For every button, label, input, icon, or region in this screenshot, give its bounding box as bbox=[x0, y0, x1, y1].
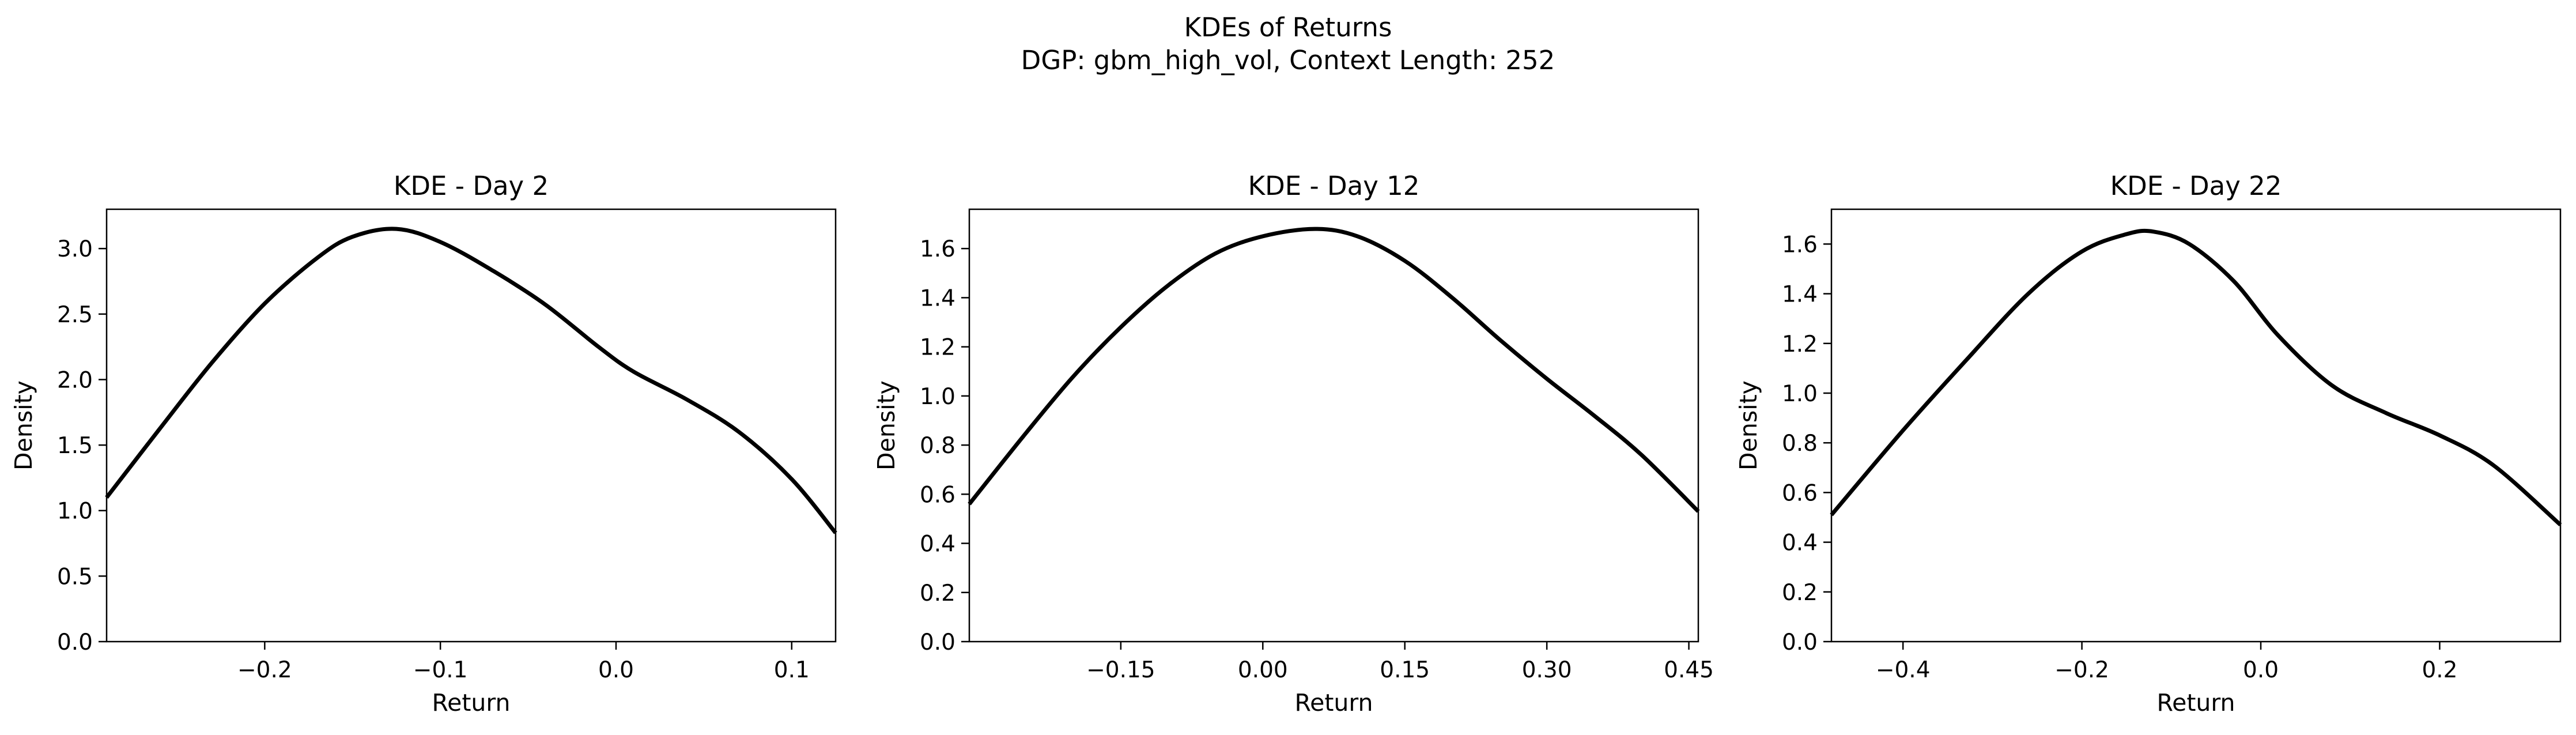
y-tick-label: 1.5 bbox=[57, 433, 93, 459]
x-tick-label: 0.0 bbox=[2243, 657, 2279, 683]
x-tick-label: −0.2 bbox=[237, 657, 292, 683]
kde-line bbox=[105, 227, 837, 534]
subplot-title: KDE - Day 2 bbox=[394, 171, 549, 201]
subplot-3: KDE - Day 22 −0.4 −0.2 0.0 0.2 0.0 0.2 0.4 0.6 0.… bbox=[1735, 171, 2562, 717]
y-tick-label: 1.0 bbox=[1782, 381, 1818, 407]
y-tick-label: 1.6 bbox=[1782, 232, 1818, 258]
x-tick-label: −0.4 bbox=[1876, 657, 1931, 683]
x-tick-label: 0.2 bbox=[2422, 657, 2457, 683]
y-tick-label: 0.6 bbox=[920, 482, 955, 508]
kde-line bbox=[1830, 228, 2562, 527]
y-axis-label: Density bbox=[1735, 380, 1762, 470]
x-tick-label: 0.45 bbox=[1664, 657, 1714, 683]
subplot-title: KDE - Day 12 bbox=[1248, 171, 1420, 201]
y-tick-label: 1.0 bbox=[920, 384, 955, 410]
y-tick-label: 1.6 bbox=[920, 236, 955, 262]
y-tick-label: 2.5 bbox=[57, 302, 93, 328]
y-tick-label: 0.5 bbox=[57, 564, 93, 590]
x-axis-label: Return bbox=[432, 689, 510, 717]
y-tick-label: 0.0 bbox=[920, 630, 955, 655]
y-tick-label: 1.2 bbox=[920, 335, 955, 361]
y-tick-label: 0.2 bbox=[1782, 580, 1818, 606]
y-tick-label: 0.8 bbox=[920, 433, 955, 459]
y-tick-label: 3.0 bbox=[57, 236, 93, 262]
figure-subtitle: DGP: gbm_high_vol, Context Length: 252 bbox=[1021, 45, 1555, 76]
y-tick-label: 1.4 bbox=[1782, 282, 1818, 308]
y-axis-label: Density bbox=[872, 380, 900, 470]
x-tick-label: −0.1 bbox=[413, 657, 468, 683]
figure-title: KDEs of Returns bbox=[1184, 12, 1392, 43]
y-tick-label: 0.6 bbox=[1782, 480, 1818, 506]
x-tick-label: −0.2 bbox=[2054, 657, 2109, 683]
y-tick-label: 1.2 bbox=[1782, 331, 1818, 357]
x-tick-label: 0.1 bbox=[774, 657, 810, 683]
y-tick-label: 0.4 bbox=[1782, 530, 1818, 556]
subplot-1: KDE - Day 2 −0.2 −0.1 0.0 0.1 0.0 0.5 1.0 1.5 2.0… bbox=[10, 171, 837, 717]
axes-frame bbox=[105, 208, 837, 643]
y-tick-label: 0.0 bbox=[1782, 630, 1818, 655]
x-tick-label: 0.0 bbox=[598, 657, 634, 683]
y-tick-label: 0.8 bbox=[1782, 431, 1818, 457]
y-tick-label: 0.4 bbox=[920, 532, 955, 557]
y-tick-label: 0.2 bbox=[920, 581, 955, 606]
axes-frame bbox=[968, 208, 1699, 643]
y-tick-label: 1.0 bbox=[57, 499, 93, 525]
subplot-2: KDE - Day 12 −0.15 0.00 0.15 0.30 0.45 0.0 0.2 0… bbox=[872, 171, 1714, 717]
y-tick-label: 0.0 bbox=[57, 630, 93, 655]
kde-line bbox=[968, 227, 1700, 513]
x-tick-label: −0.15 bbox=[1086, 657, 1155, 683]
x-tick-label: 0.30 bbox=[1522, 657, 1572, 683]
x-axis-label: Return bbox=[1294, 689, 1373, 717]
axes-frame bbox=[1830, 208, 2562, 643]
subplot-title: KDE - Day 22 bbox=[2110, 171, 2282, 201]
y-axis-label: Density bbox=[10, 380, 37, 470]
subplots: KDE - Day 2 −0.2 −0.1 0.0 0.1 0.0 0.5 1.0 1.5 2.0… bbox=[10, 171, 2562, 717]
y-tick-label: 2.0 bbox=[57, 367, 93, 393]
x-tick-label: 0.00 bbox=[1238, 657, 1288, 683]
x-axis-label: Return bbox=[2156, 689, 2235, 717]
y-tick-label: 1.4 bbox=[920, 285, 955, 311]
x-tick-label: 0.15 bbox=[1380, 657, 1430, 683]
